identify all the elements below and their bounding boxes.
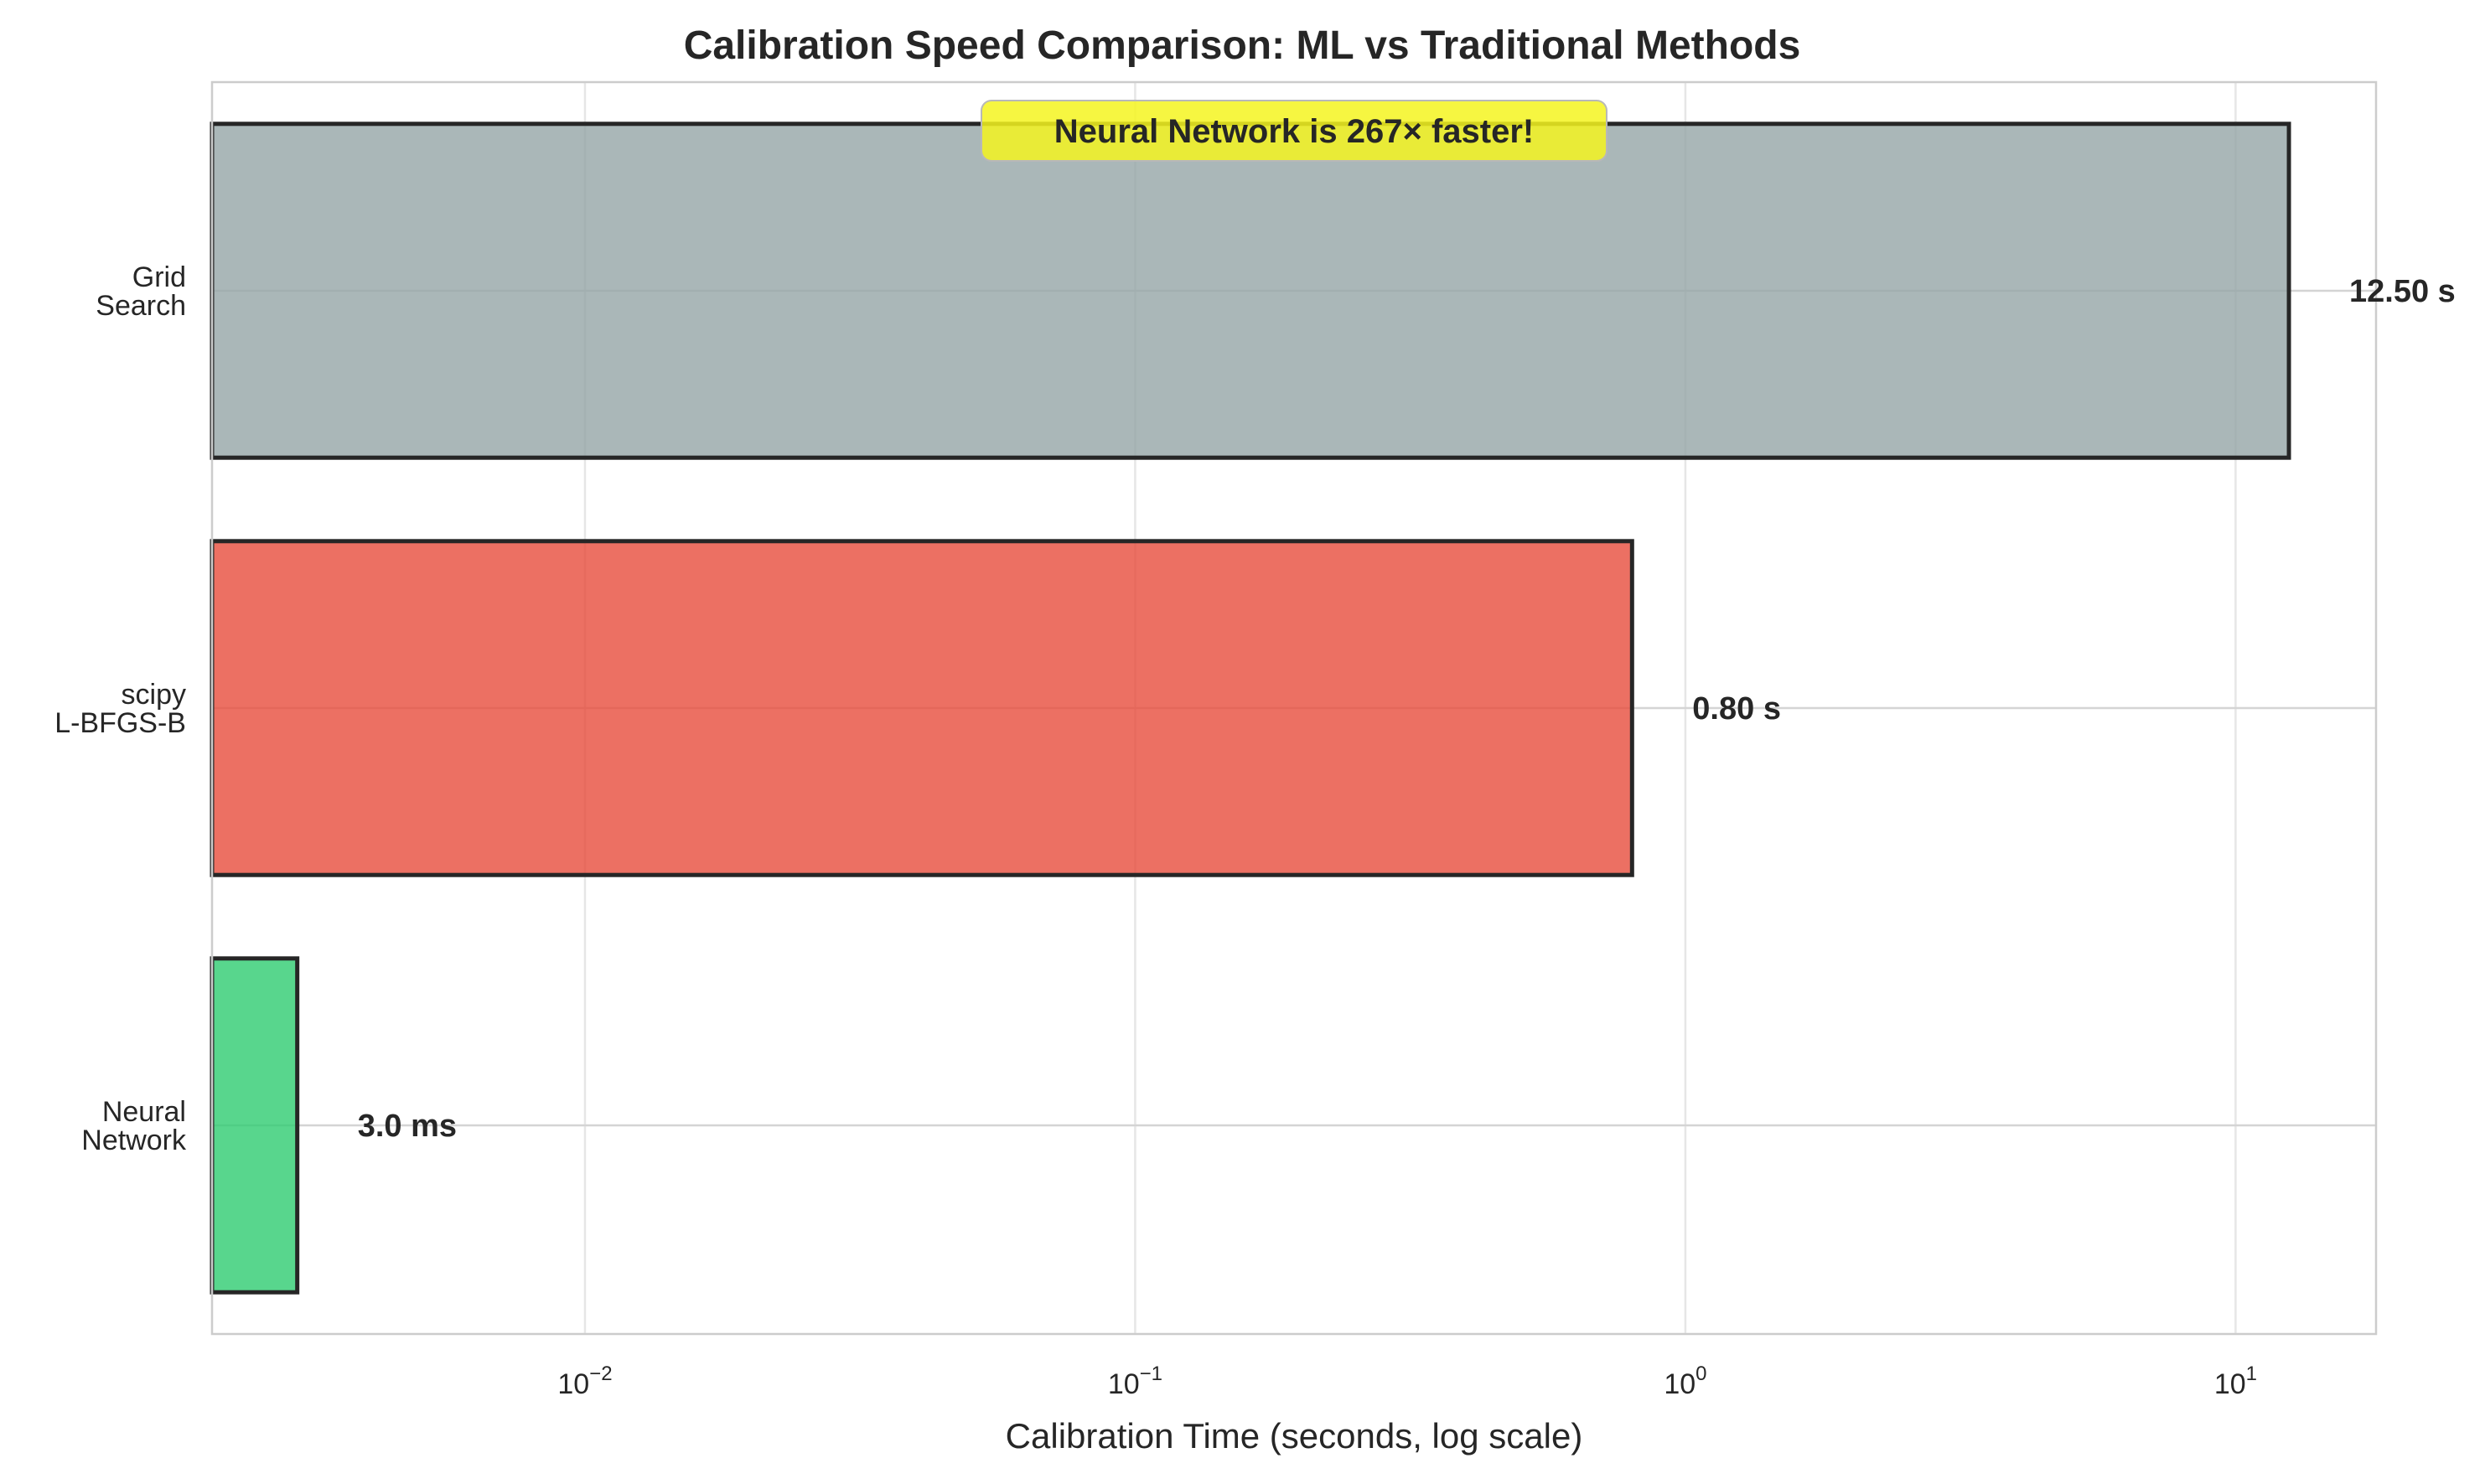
annotation-box xyxy=(981,100,1607,162)
plot-area-frame xyxy=(210,80,2378,1336)
x-tick-labels: 10−2 10−1 100 101 xyxy=(557,1362,2257,1400)
value-labels: 12.50 s 0.80 s 3.0 ms xyxy=(358,274,2456,1144)
x-tick-label: 100 xyxy=(1664,1362,1706,1400)
chart-title: Calibration Speed Comparison: ML vs Trad… xyxy=(684,23,1801,68)
x-tick-label: 101 xyxy=(2214,1362,2257,1400)
value-label: 3.0 ms xyxy=(358,1109,457,1144)
y-tick-label: Grid Search xyxy=(96,261,186,322)
bar xyxy=(210,956,300,1295)
y-tick-labels: Grid Search scipy L-BFGS-B Neural Network xyxy=(54,261,187,1156)
y-tick-label: Neural Network xyxy=(81,1096,187,1156)
speedup-annotation: Neural Network is 267× faster! xyxy=(981,100,1607,162)
x-tick-label: 10−2 xyxy=(557,1362,612,1400)
bar xyxy=(210,122,2291,460)
bar xyxy=(210,539,1634,877)
bars xyxy=(210,122,2291,1295)
value-label: 0.80 s xyxy=(1692,691,1781,726)
value-label: 12.50 s xyxy=(2349,274,2456,309)
annotation-text: Neural Network is 267× faster! xyxy=(1054,113,1534,150)
y-tick-label: scipy L-BFGS-B xyxy=(54,679,186,739)
x-axis-label: Calibration Time (seconds, log scale) xyxy=(1006,1416,1583,1456)
x-tick-label: 10−1 xyxy=(1108,1362,1162,1400)
